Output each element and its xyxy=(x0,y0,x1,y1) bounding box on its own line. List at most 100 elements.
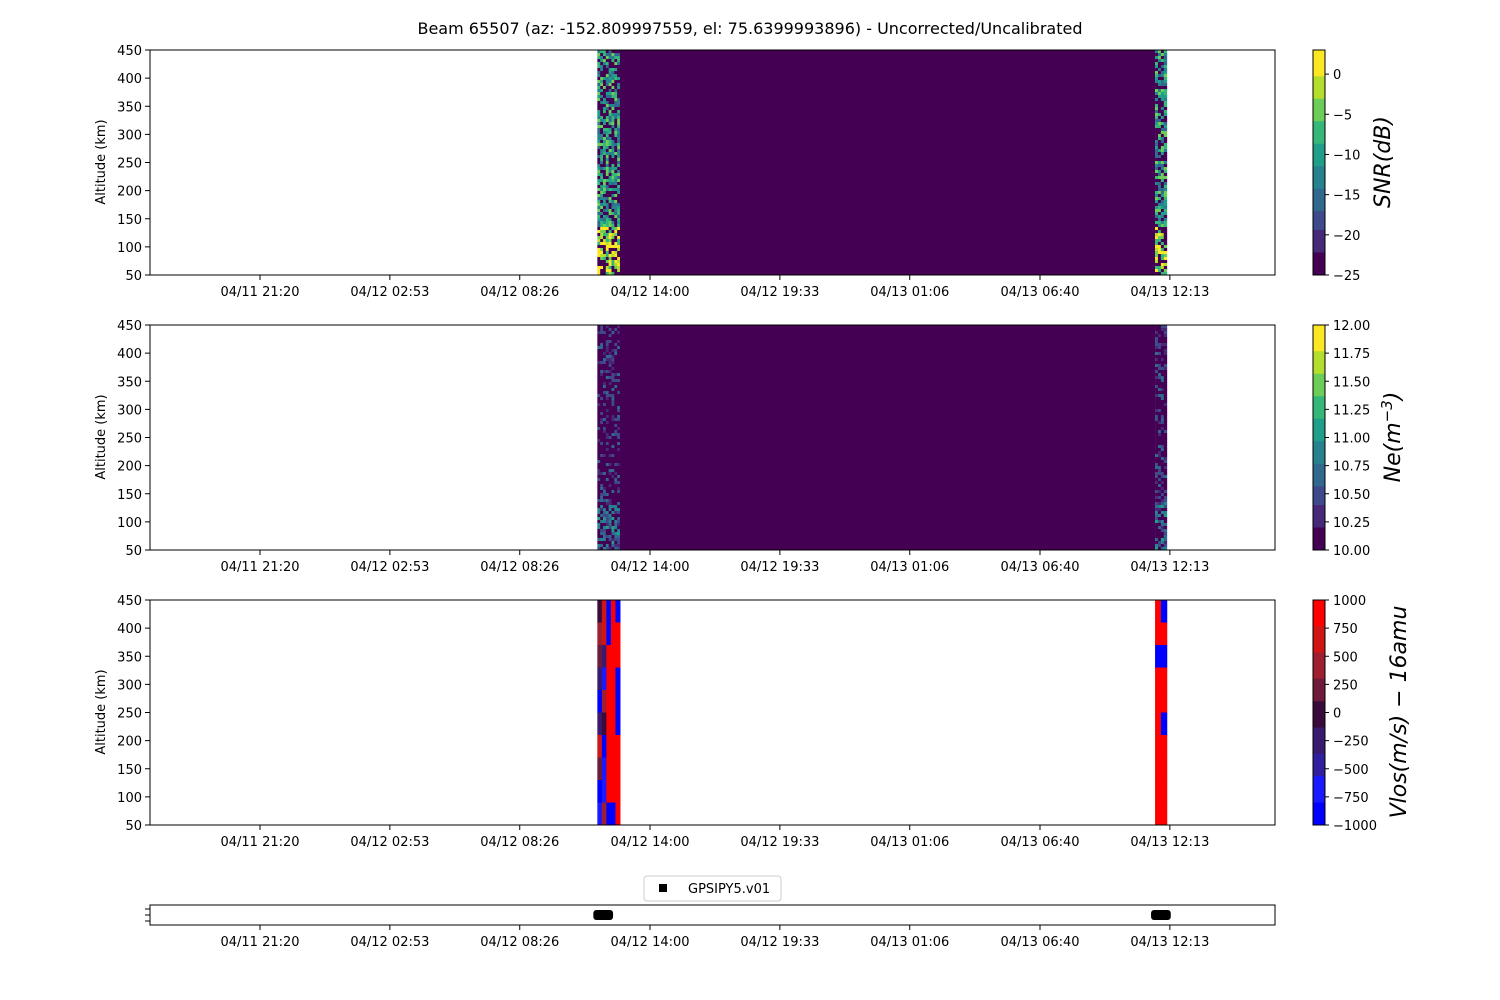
heatmap-cell xyxy=(603,460,607,464)
heatmap-cell xyxy=(600,128,604,132)
heatmap-cell xyxy=(611,421,615,425)
heatmap-cell xyxy=(614,382,618,386)
heatmap-cell xyxy=(614,544,618,548)
heatmap-cell xyxy=(617,242,621,246)
heatmap-cell xyxy=(605,481,610,485)
heatmap-cell xyxy=(614,218,618,222)
heatmap-cell xyxy=(597,600,603,623)
heatmap-cell xyxy=(1163,182,1168,186)
heatmap-cell xyxy=(611,242,615,246)
heatmap-cell xyxy=(608,170,612,174)
heatmap-cell xyxy=(1163,385,1168,389)
heatmap-cell xyxy=(597,364,601,368)
heatmap-cell xyxy=(617,173,621,177)
heatmap-cell xyxy=(614,466,618,470)
heatmap-cell xyxy=(597,152,601,156)
heatmap-cell xyxy=(1163,541,1168,545)
colorbar-segment xyxy=(1313,512,1325,517)
heatmap-cell xyxy=(1157,242,1162,246)
heatmap-cell xyxy=(1160,544,1165,548)
heatmap-cell xyxy=(603,149,607,153)
heatmap-cell xyxy=(608,415,612,419)
heatmap-cell xyxy=(600,50,604,54)
heatmap-cell xyxy=(611,325,615,329)
colorbar-tick-label: 11.50 xyxy=(1333,375,1370,390)
heatmap-cell xyxy=(1157,532,1162,536)
heatmap-cell xyxy=(611,170,615,174)
heatmap-cell xyxy=(608,505,612,509)
heatmap-cell xyxy=(1160,173,1165,177)
heatmap-cell xyxy=(608,236,612,240)
heatmap-cell xyxy=(614,394,618,398)
heatmap-cell xyxy=(603,532,607,536)
heatmap-cell xyxy=(603,451,607,455)
heatmap-cell xyxy=(597,86,601,90)
heatmap-cell xyxy=(605,424,610,428)
heatmap-cell xyxy=(617,502,621,506)
heatmap-cell xyxy=(605,137,610,141)
heatmap-cell xyxy=(597,373,601,377)
heatmap-cell xyxy=(600,334,604,338)
heatmap-cell xyxy=(1155,164,1159,168)
colorbar-segment xyxy=(1313,136,1325,141)
heatmap-cell xyxy=(617,131,621,135)
y-tick-label: 450 xyxy=(117,319,142,334)
heatmap-cell xyxy=(611,260,615,264)
heatmap-cell xyxy=(600,349,604,353)
heatmap-cell xyxy=(614,224,618,228)
heatmap-cell xyxy=(1160,233,1165,237)
colorbar-segment xyxy=(1313,633,1325,638)
heatmap-cell xyxy=(1157,430,1162,434)
heatmap-cell xyxy=(1160,218,1165,222)
heatmap-cell xyxy=(1157,421,1162,425)
heatmap-cell xyxy=(608,382,612,386)
heatmap-cell xyxy=(1155,460,1159,464)
heatmap-cell xyxy=(597,526,601,530)
heatmap-cell xyxy=(605,149,610,153)
heatmap-cell xyxy=(600,367,604,371)
heatmap-cell xyxy=(615,690,621,713)
heatmap-cell xyxy=(603,535,607,539)
heatmap-cell xyxy=(597,427,601,431)
colorbar-segment xyxy=(1313,508,1325,513)
heatmap-cell xyxy=(1160,62,1165,66)
heatmap-cell xyxy=(1163,98,1168,102)
heatmap-cell xyxy=(617,385,621,389)
heatmap-cell xyxy=(597,56,601,60)
heatmap-cell xyxy=(608,155,612,159)
heatmap-cell xyxy=(1163,340,1168,344)
colorbar-segment xyxy=(1313,263,1325,268)
heatmap-cell xyxy=(611,251,615,255)
heatmap-cell xyxy=(597,257,601,261)
heatmap-cell xyxy=(1157,131,1162,135)
heatmap-cell xyxy=(1155,56,1159,60)
heatmap-cell xyxy=(1155,251,1159,255)
heatmap-cell xyxy=(600,113,604,117)
legend: GPSIPY5.v01 xyxy=(643,875,782,902)
heatmap-cell xyxy=(611,496,615,500)
y-tick-label: 200 xyxy=(117,735,142,750)
heatmap-cell xyxy=(1163,200,1168,204)
heatmap-cell xyxy=(600,370,604,374)
heatmap-cell xyxy=(1157,116,1162,120)
heatmap-cell xyxy=(1163,203,1168,207)
heatmap-cell xyxy=(608,541,612,545)
heatmap-cell xyxy=(603,454,607,458)
heatmap-cell xyxy=(603,373,607,377)
ne-ylabel: Altitude (km) xyxy=(94,394,109,479)
heatmap-cell xyxy=(603,448,607,452)
heatmap-cell xyxy=(614,257,618,261)
heatmap-cell xyxy=(1160,466,1165,470)
heatmap-cell xyxy=(1160,197,1165,201)
heatmap-cell xyxy=(597,451,601,455)
heatmap-block xyxy=(619,50,1156,275)
colorbar-segment xyxy=(1313,203,1325,208)
heatmap-cell xyxy=(603,251,607,255)
heatmap-cell xyxy=(617,331,621,335)
heatmap-cell xyxy=(617,400,621,404)
heatmap-cell xyxy=(600,547,604,550)
heatmap-cell xyxy=(605,68,610,72)
heatmap-cell xyxy=(608,140,612,144)
heatmap-cell xyxy=(1157,466,1162,470)
heatmap-cell xyxy=(614,263,618,267)
